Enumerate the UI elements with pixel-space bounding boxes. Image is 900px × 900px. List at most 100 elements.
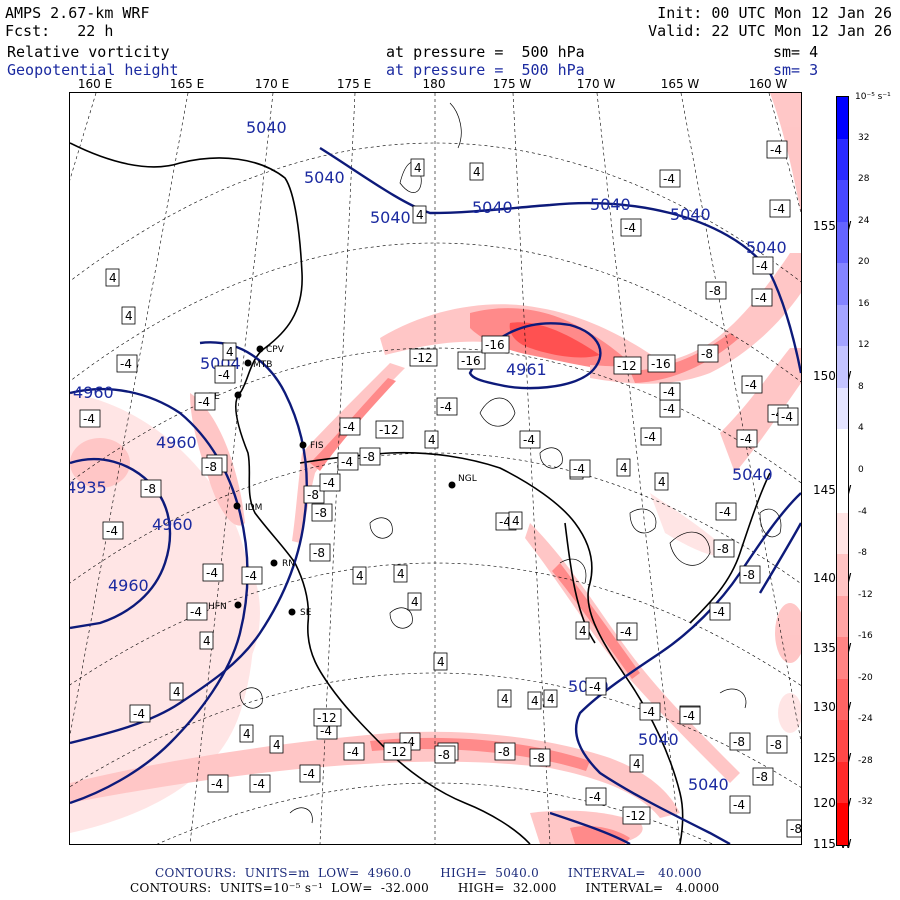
- lon-label: 180: [422, 77, 446, 91]
- vorticity-label: -4: [715, 502, 737, 521]
- vorticity-label: -4: [337, 452, 359, 471]
- vorticity-label: -4: [102, 521, 124, 540]
- colorbar-tick: 8: [858, 381, 864, 392]
- height-label: 5040: [638, 730, 679, 749]
- svg-text:-4: -4: [643, 705, 655, 719]
- svg-text:-8: -8: [144, 482, 156, 496]
- station-ngl: NGL: [448, 474, 477, 489]
- svg-text:-4: -4: [343, 420, 355, 434]
- vorticity-label: -8: [766, 735, 788, 754]
- height-label: 5040: [746, 238, 787, 257]
- svg-text:4: 4: [203, 634, 211, 648]
- station-hfn: HFN: [208, 601, 242, 612]
- vorticity-label: -4: [620, 218, 642, 237]
- map-panel[interactable]: 5040 5040 5040 5040 5040 5040 5040 5004 …: [69, 92, 802, 845]
- vorticity-label: 4: [508, 511, 523, 530]
- svg-text:-4: -4: [771, 407, 783, 421]
- vorticity-label: -4: [751, 288, 773, 307]
- colorbar-tick: -28: [858, 755, 873, 766]
- svg-text:CPV: CPV: [266, 345, 285, 355]
- svg-text:-8: -8: [717, 542, 729, 556]
- colorbar-segment: [837, 221, 848, 264]
- vorticity-label: 4: [407, 592, 422, 611]
- colorbar-tick: 20: [858, 257, 870, 268]
- vorticity-label: 4: [105, 268, 120, 287]
- vorticity-label: -12: [383, 742, 412, 761]
- svg-text:-4: -4: [440, 400, 452, 414]
- vorticity-label: -4: [736, 429, 758, 448]
- height-label: 5040: [370, 208, 411, 227]
- svg-text:4: 4: [356, 569, 364, 583]
- svg-text:-4: -4: [644, 430, 656, 444]
- vorticity-label: -8: [713, 539, 735, 558]
- colorbar-tick: 28: [858, 174, 870, 185]
- pressure1-label: at pressure = 500 hPa: [386, 43, 585, 61]
- station-rn: RN: [270, 559, 295, 569]
- colorbar-segment: [837, 263, 848, 306]
- vorticity-map: 5040 5040 5040 5040 5040 5040 5040 5004 …: [70, 93, 801, 844]
- svg-text:4: 4: [411, 595, 419, 609]
- svg-text:-4: -4: [573, 462, 585, 476]
- svg-text:-4: -4: [756, 259, 768, 273]
- svg-text:-12: -12: [379, 423, 399, 437]
- vorticity-label: -8: [140, 479, 162, 498]
- svg-text:-4: -4: [663, 402, 675, 416]
- svg-text:4: 4: [547, 692, 555, 706]
- colorbar-tick: -32: [858, 797, 873, 808]
- colorbar-segment: [837, 720, 848, 763]
- svg-text:-12: -12: [317, 711, 337, 725]
- lon-label: 170 W: [576, 77, 616, 91]
- svg-text:4: 4: [531, 694, 539, 708]
- vorticity-label: -16: [457, 351, 486, 370]
- colorbar-tick: 32: [858, 132, 870, 143]
- vorticity-label: 4: [654, 472, 669, 491]
- vorticity-label: 4: [169, 682, 184, 701]
- vorticity-label: -4: [769, 199, 791, 218]
- vorticity-label: -4: [741, 375, 763, 394]
- colorbar-segment: [837, 554, 848, 597]
- stations: CPV MTB BE FIS NGL IDM RN HFN SE: [208, 345, 477, 618]
- vorticity-label: 4: [543, 689, 558, 708]
- smooth2-label: sm= 3: [773, 61, 819, 79]
- height-label: 5040: [670, 205, 711, 224]
- svg-text:-4: -4: [740, 432, 752, 446]
- vorticity-label: -8: [786, 819, 801, 838]
- footer-vorticity-contours: CONTOURS: UNITS=10⁻⁵ s⁻¹ LOW= -32.000 HI…: [130, 881, 720, 895]
- vorticity-label: -4: [659, 399, 681, 418]
- svg-text:-4: -4: [253, 777, 265, 791]
- svg-text:4: 4: [428, 433, 436, 447]
- svg-text:IDM: IDM: [245, 503, 262, 513]
- colorbar-segment: [837, 138, 848, 181]
- vorticity-label: -4: [519, 430, 541, 449]
- svg-text:-4: -4: [589, 680, 601, 694]
- colorbar-segment: [837, 678, 848, 721]
- svg-text:-4: -4: [198, 395, 210, 409]
- lon-label: 165 W: [660, 77, 700, 91]
- vorticity-label: -12: [409, 348, 438, 367]
- colorbar-segment: [837, 471, 848, 514]
- station-mtb: MTB: [244, 359, 272, 370]
- svg-text:MTB: MTB: [253, 360, 272, 370]
- svg-text:-4: -4: [403, 735, 415, 749]
- svg-text:-4: -4: [320, 724, 332, 738]
- vorticity-label: -8: [359, 447, 381, 466]
- svg-text:FIS: FIS: [310, 441, 324, 451]
- vorticity-label: -4: [194, 392, 216, 411]
- colorbar-tick: -8: [858, 548, 867, 559]
- svg-text:-4: -4: [120, 357, 132, 371]
- vorticity-label: -8: [309, 543, 331, 562]
- svg-text:-8: -8: [733, 735, 745, 749]
- vorticity-label: 4: [616, 458, 631, 477]
- svg-text:4: 4: [414, 161, 422, 175]
- svg-text:4: 4: [579, 624, 587, 638]
- colorbar-tick: 24: [858, 215, 870, 226]
- svg-text:-4: -4: [190, 605, 202, 619]
- vorticity-label: -4: [202, 563, 224, 582]
- svg-text:-8: -8: [770, 738, 782, 752]
- svg-text:4: 4: [512, 514, 520, 528]
- vorticity-label: -4: [129, 704, 151, 723]
- height-label: 5040: [732, 465, 773, 484]
- colorbar-tick: -20: [858, 672, 873, 683]
- svg-text:-4: -4: [620, 625, 632, 639]
- vorticity-label: -4: [343, 742, 365, 761]
